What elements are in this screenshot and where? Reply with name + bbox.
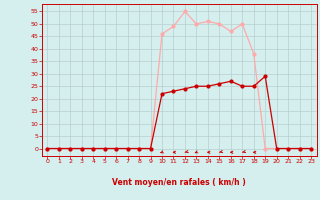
X-axis label: Vent moyen/en rafales ( km/h ): Vent moyen/en rafales ( km/h ) (112, 178, 246, 187)
